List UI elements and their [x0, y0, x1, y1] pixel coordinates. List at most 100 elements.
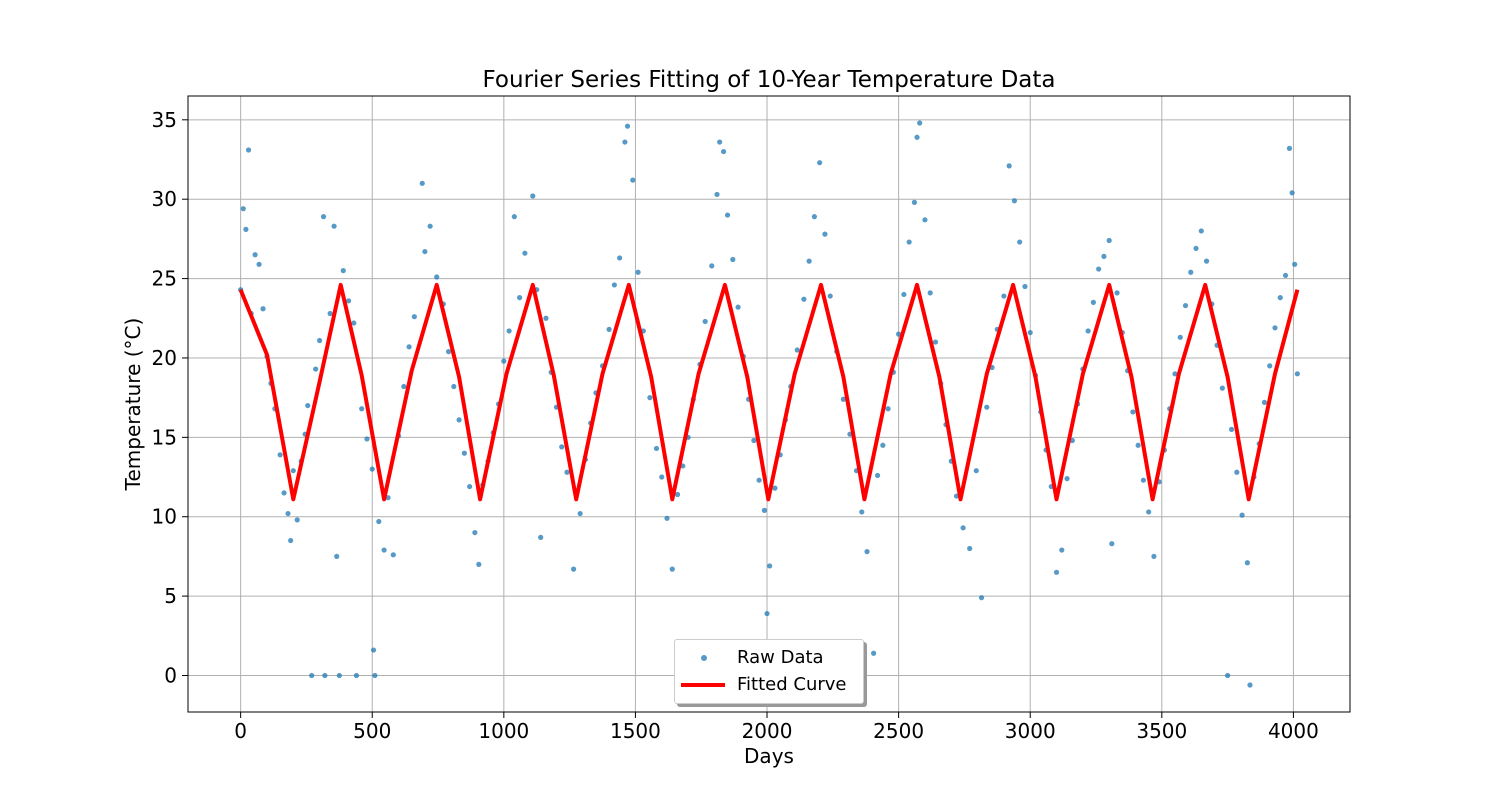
legend-label-fitted-curve: Fitted Curve [737, 674, 847, 695]
data-point [559, 444, 565, 450]
data-point [664, 515, 670, 521]
data-point [1294, 371, 1300, 377]
data-point [316, 337, 323, 344]
data-point [1203, 258, 1210, 264]
data-point [1064, 476, 1070, 482]
data-point [1292, 261, 1298, 267]
data-point [1247, 682, 1253, 688]
data-point [1085, 328, 1091, 334]
x-tick-label: 0 [234, 719, 247, 743]
data-point [1140, 477, 1146, 483]
data-point [320, 214, 327, 220]
data-point [630, 177, 636, 183]
data-point [501, 358, 507, 364]
data-point [1177, 334, 1183, 340]
data-point [911, 199, 918, 205]
data-point [1234, 469, 1240, 475]
legend-label-raw-data: Raw Data [737, 647, 824, 668]
data-point [611, 282, 617, 288]
data-point [978, 595, 985, 601]
data-point [724, 212, 731, 218]
data-point [381, 547, 387, 553]
data-point [917, 120, 923, 126]
data-point [1135, 442, 1141, 448]
data-point [252, 252, 258, 258]
chart-title: Fourier Series Fitting of 10-Year Temper… [483, 67, 1056, 93]
x-tick-label: 2500 [873, 719, 924, 743]
data-point [617, 255, 623, 261]
data-point [1106, 237, 1112, 244]
data-point [730, 256, 736, 263]
data-point [522, 250, 528, 256]
data-point [1090, 299, 1096, 305]
data-point [811, 214, 818, 220]
y-tick-label: 25 [152, 267, 177, 291]
data-point [334, 553, 340, 560]
data-point [885, 406, 891, 412]
data-point [313, 366, 319, 372]
data-point [243, 226, 249, 232]
data-point [422, 248, 428, 255]
data-point [772, 485, 778, 491]
data-point [751, 437, 757, 444]
data-point [517, 295, 523, 301]
data-point [281, 490, 287, 496]
data-point [476, 561, 482, 567]
data-point [756, 477, 762, 483]
data-point [806, 258, 812, 264]
data-point [622, 139, 628, 145]
data-point [1101, 253, 1107, 259]
data-point [960, 525, 966, 531]
data-point [369, 466, 375, 472]
x-axis-label: Days [744, 744, 794, 768]
data-point [927, 290, 933, 296]
data-point [577, 510, 583, 517]
data-point [653, 445, 660, 452]
data-point [840, 396, 846, 402]
plot-area-frame [187, 95, 1351, 713]
data-point [1130, 409, 1136, 415]
data-point [1272, 325, 1278, 331]
data-point [285, 510, 291, 517]
data-point [764, 610, 770, 617]
data-point [336, 672, 342, 679]
data-point [702, 318, 708, 325]
data-point [717, 139, 723, 145]
data-point [827, 293, 833, 299]
legend-marker-line [681, 683, 725, 687]
data-point [874, 472, 881, 479]
data-point [456, 417, 462, 423]
y-tick-label: 15 [152, 425, 177, 449]
data-point [530, 193, 536, 199]
x-tick-label: 4000 [1268, 719, 1319, 743]
data-point [305, 402, 311, 409]
data-point [606, 326, 612, 332]
y-tick-label: 30 [152, 187, 177, 211]
data-point [1228, 426, 1235, 433]
data-point [256, 261, 262, 267]
data-point [674, 491, 681, 498]
data-point [359, 406, 365, 412]
data-point [1188, 269, 1194, 275]
data-point [570, 566, 577, 572]
legend-marker-scatter [701, 655, 707, 661]
data-point [822, 231, 828, 237]
data-point [720, 148, 727, 155]
grid-lines [188, 96, 1350, 712]
data-point [817, 160, 823, 166]
data-point [624, 123, 631, 129]
data-point [864, 549, 870, 555]
data-point [340, 268, 346, 274]
data-point [1017, 239, 1023, 245]
data-point [401, 383, 407, 390]
data-point [467, 483, 473, 490]
data-point [1151, 553, 1157, 560]
data-point [1225, 672, 1231, 679]
data-point [309, 672, 315, 679]
data-point [294, 517, 300, 523]
data-point [1059, 547, 1065, 553]
data-point [1286, 145, 1293, 151]
data-point [906, 239, 912, 245]
data-point [543, 315, 549, 321]
data-point [922, 217, 928, 223]
